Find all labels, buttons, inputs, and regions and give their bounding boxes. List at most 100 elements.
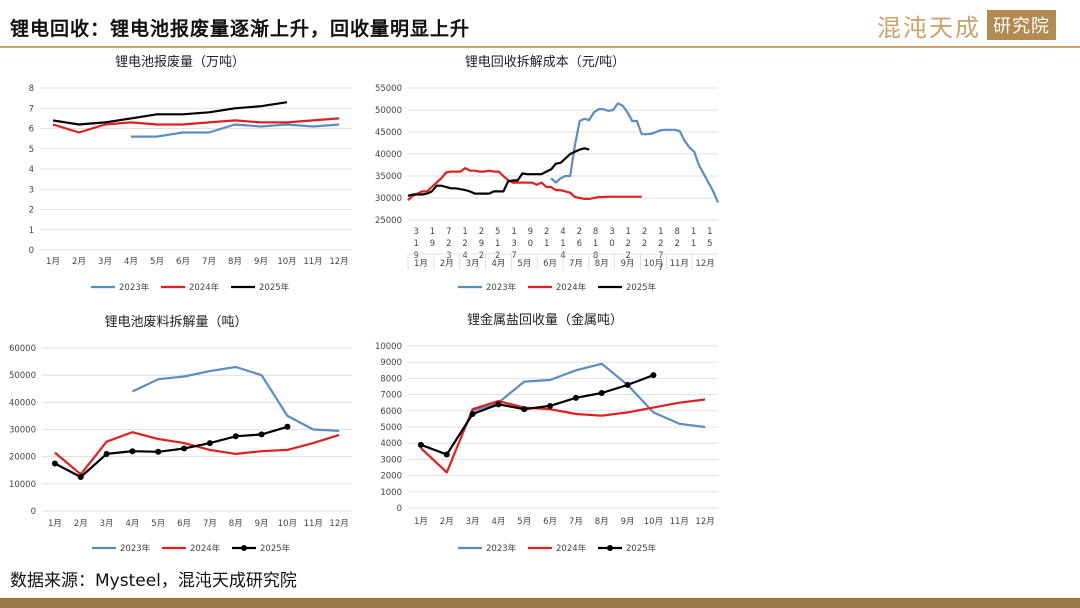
x-tick-label: 5 (495, 227, 500, 237)
x-tick-label: 3 (413, 227, 418, 237)
y-tick-label: 3 (29, 185, 34, 195)
x-tick-label: 11月 (303, 257, 322, 267)
y-tick-label: 6 (29, 125, 34, 135)
x-tick-label: 10月 (644, 517, 663, 527)
series-point-2025年 (181, 445, 188, 452)
legend-label: 2023年 (486, 543, 517, 554)
y-tick-label: 0 (397, 504, 402, 514)
y-tick-label: 7000 (380, 391, 402, 401)
y-tick-label: 3000 (380, 455, 402, 465)
y-tick-label: 40000 (9, 398, 36, 408)
legend-label: 2023年 (120, 543, 151, 554)
y-tick-label: 2 (29, 206, 34, 216)
x-tick-label: 1 (511, 227, 516, 237)
x-tick-label: 1 (691, 239, 696, 249)
series-line-2023年 (550, 102, 720, 203)
series-point-2025年 (417, 441, 424, 448)
x-tick-label: 11月 (304, 519, 323, 529)
x-month-label: 7月 (569, 259, 583, 269)
x-tick-label: 2 (626, 251, 631, 261)
x-tick-label: 0 (609, 239, 614, 249)
legend-label: 2023年 (119, 282, 150, 293)
y-tick-label: 7 (29, 104, 34, 114)
x-tick-label: 6月 (177, 519, 191, 529)
series-line-2024年 (54, 431, 340, 476)
y-tick-label: 1 (29, 226, 34, 236)
x-tick-label: 8月 (229, 519, 243, 529)
x-month-label: 4月 (491, 259, 505, 269)
x-tick-label: 2 (479, 251, 484, 261)
y-tick-label: 1000 (380, 488, 402, 498)
x-tick-label: 9月 (621, 517, 635, 527)
series-point-2025年 (443, 451, 450, 458)
x-tick-label: 1 (430, 227, 435, 237)
x-tick-label: 1 (691, 227, 696, 237)
x-tick-label: 0 (528, 239, 533, 249)
y-tick-label: 5000 (380, 423, 402, 433)
y-tick-label: 4 (29, 165, 34, 175)
footer-bar (0, 598, 1080, 608)
x-tick-label: 7 (658, 263, 663, 273)
x-tick-label: 8 (593, 251, 598, 261)
y-tick-label: 8000 (380, 374, 402, 384)
y-tick-label: 30000 (375, 194, 402, 204)
y-tick-label: 10000 (9, 480, 36, 490)
legend-marker (607, 545, 613, 551)
logo-box: 研究院 (987, 10, 1056, 40)
x-tick-label: 6 (577, 239, 582, 249)
chart-cost: 锂电回收拆解成本（元/吨）250003000035000400004500050… (375, 55, 720, 293)
x-tick-label: 9 (413, 251, 418, 261)
x-month-label: 10月 (644, 259, 663, 269)
x-tick-label: 6月 (543, 517, 557, 527)
x-tick-label: 4 (462, 251, 467, 261)
y-tick-label: 0 (31, 507, 36, 517)
x-tick-label: 1 (462, 227, 467, 237)
x-tick-label: 1月 (48, 519, 62, 529)
x-tick-label: 5月 (151, 519, 165, 529)
x-tick-label: 2 (577, 227, 582, 237)
series-line-2023年 (131, 365, 340, 432)
chart-dismantle: 锂电池废料拆解量（吨） 0 10000 20000 30000 40000 50000 600… (9, 314, 352, 554)
chart-scrap: 锂电池报废量（万吨） 0 1 2 3 4 5 6 7 8 1月 2月 3月 4月 5月 6月 7月 8月 9月 10月… (29, 54, 352, 293)
x-month-label: 12月 (695, 259, 714, 269)
x-tick-label: 7月 (569, 517, 583, 527)
x-tick-label: 7 (511, 251, 516, 261)
y-tick-label: 4000 (380, 439, 402, 449)
y-tick-label: 2000 (380, 472, 402, 482)
x-tick-label: 3月 (100, 519, 114, 529)
chart-title: 锂电回收拆解成本（元/吨） (465, 55, 625, 70)
legend-label: 2024年 (190, 543, 221, 554)
series-point-2025年 (284, 423, 291, 430)
x-month-label: 3月 (466, 259, 480, 269)
x-tick-label: 12月 (695, 517, 714, 527)
series-point-2025年 (206, 440, 213, 447)
x-tick-label: 3 (446, 251, 451, 261)
x-tick-label: 2 (642, 227, 647, 237)
series-line-2024年 (52, 117, 340, 134)
x-tick-label: 2月 (440, 517, 454, 527)
x-tick-label: 3 (511, 239, 516, 249)
x-tick-label: 4月 (491, 517, 505, 527)
x-tick-label: 8月 (595, 517, 609, 527)
series-point-2025年 (469, 411, 476, 418)
series-point-2025年 (650, 372, 657, 379)
y-tick-label: 30000 (9, 426, 36, 436)
series-point-2025年 (103, 450, 110, 457)
chart-title: 锂电池废料拆解量（吨） (104, 314, 247, 330)
x-month-label: 9月 (621, 259, 635, 269)
legend-marker (241, 545, 247, 551)
x-tick-label: 1 (626, 227, 631, 237)
y-tick-label: 45000 (375, 128, 402, 138)
x-tick-label: 9月 (254, 257, 268, 267)
y-tick-label: 5 (29, 145, 34, 155)
series-point-2025年 (547, 402, 554, 409)
y-tick-label: 55000 (375, 84, 402, 94)
x-tick-label: 6月 (176, 257, 190, 267)
y-tick-label: 6000 (380, 407, 402, 417)
series-line-2024年 (407, 167, 642, 202)
header-divider (0, 46, 1080, 48)
x-tick-label: 4月 (124, 257, 138, 267)
y-tick-label: 35000 (375, 172, 402, 182)
x-tick-label: 10月 (278, 519, 297, 529)
x-tick-label: 1 (707, 227, 712, 237)
